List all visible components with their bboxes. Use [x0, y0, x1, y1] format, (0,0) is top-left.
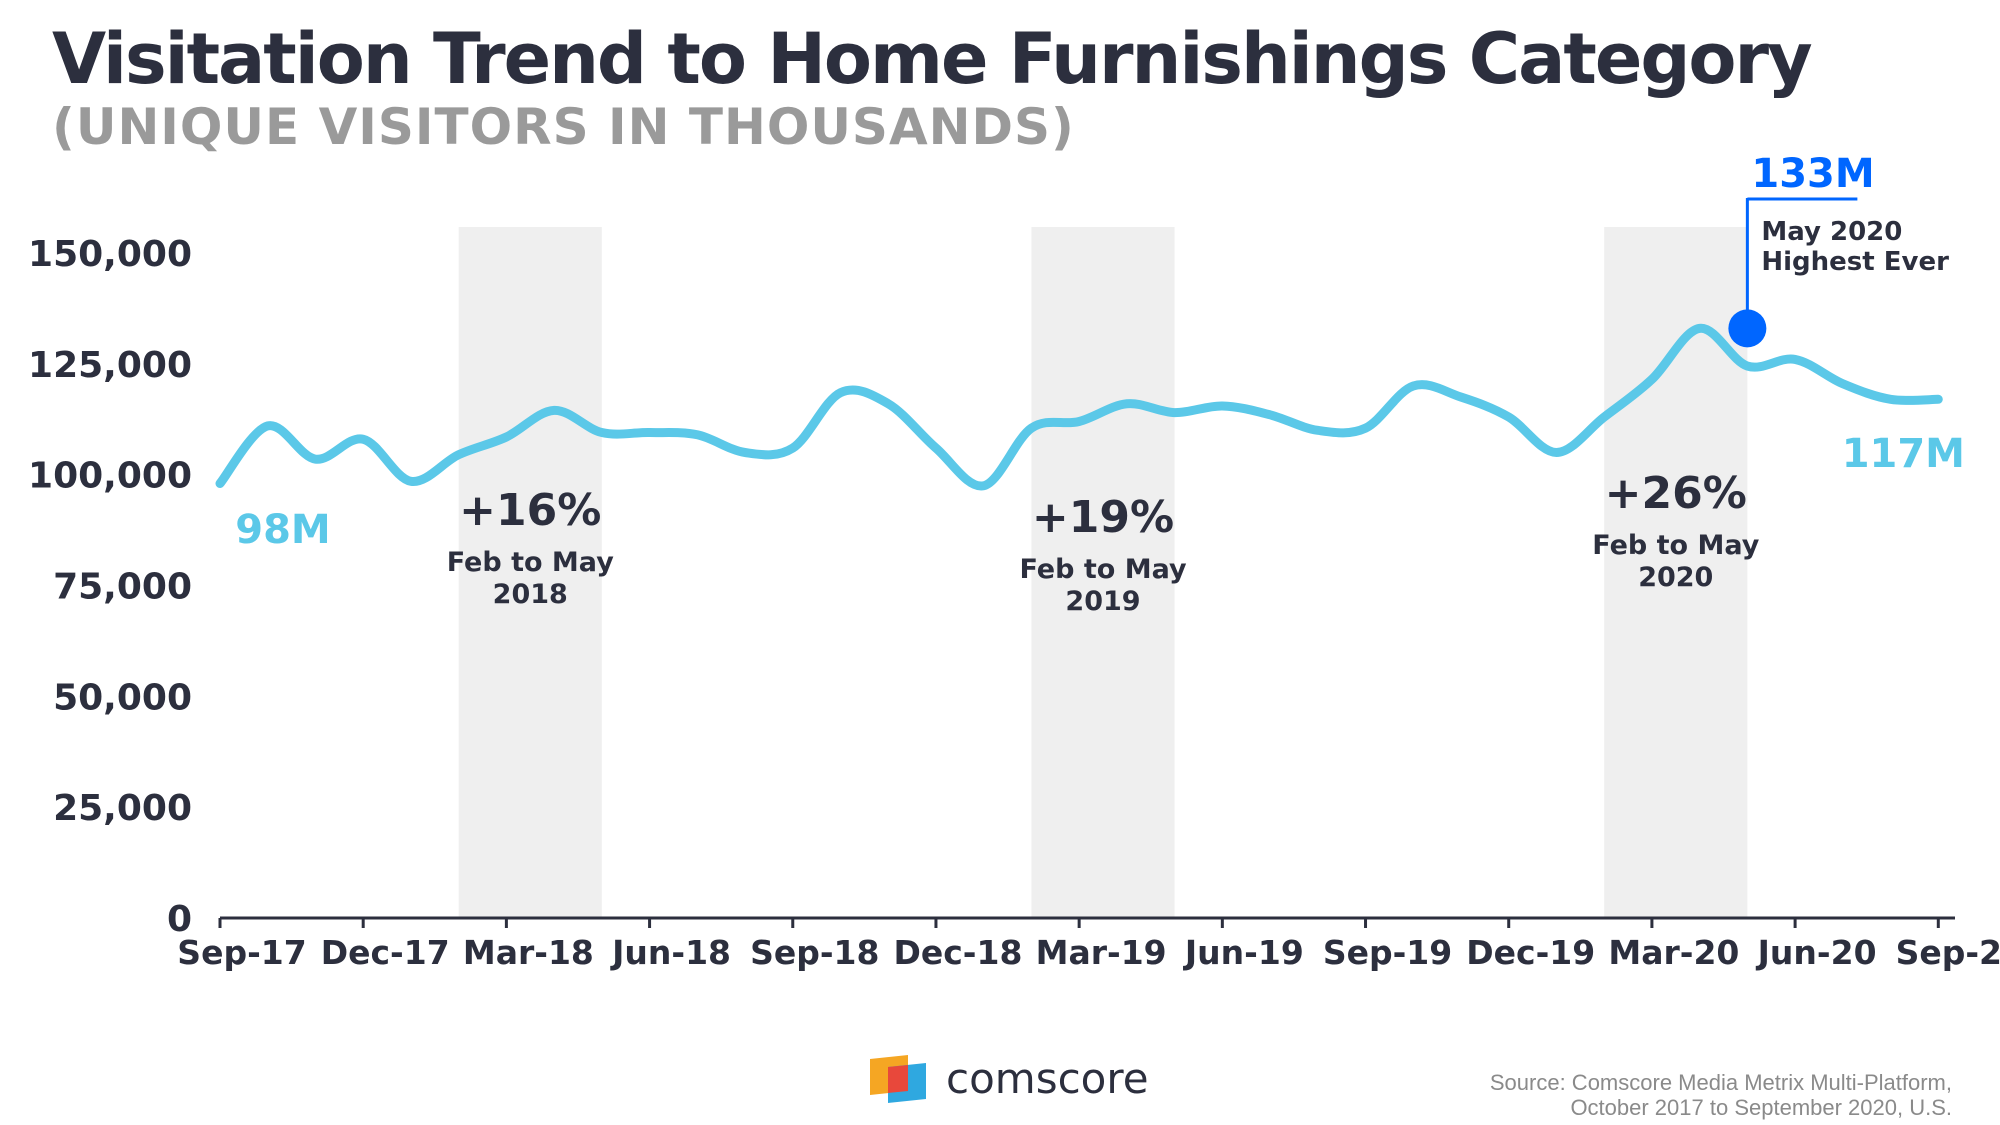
period-label-line2-0: 2018 — [493, 579, 568, 610]
source-line-1: Source: Comscore Media Metrix Multi-Plat… — [1489, 1070, 1952, 1095]
period-change-0: +16% — [459, 485, 601, 536]
x-tick-label: Sep-18 — [750, 933, 879, 972]
peak-value-label: 133M — [1751, 151, 1874, 197]
x-tick-label: Sep-20 — [1896, 933, 2000, 972]
y-axis-ticks: 150,000 125,000 100,000 75,000 50,000 25,000 0 — [28, 234, 192, 940]
chart-subtitle: (UNIQUE VISITORS IN THOUSANDS) — [52, 98, 1075, 156]
x-axis-ticks: Sep-17 Dec-17 Mar-18 Jun-18 Sep-18 Dec-18 Mar-… — [177, 918, 2000, 972]
y-tick-label: 0 — [167, 899, 192, 940]
period-label-line1-1: Feb to May — [1019, 554, 1187, 585]
y-tick-label: 150,000 — [28, 234, 192, 275]
y-tick-label: 25,000 — [53, 788, 192, 829]
peak-note-line2: Highest Ever — [1761, 247, 1949, 277]
period-change-2: +26% — [1605, 468, 1747, 519]
x-tick-label: Jun-19 — [1183, 933, 1304, 972]
shaded-period-1 — [1031, 227, 1175, 918]
period-label-line1-0: Feb to May — [447, 547, 615, 578]
shaded-period-0 — [458, 227, 602, 918]
y-tick-label: 125,000 — [28, 345, 192, 386]
peak-note-line1: May 2020 — [1761, 217, 1902, 247]
period-label-line2-2: 2020 — [1638, 562, 1713, 593]
x-tick-label: Jun-20 — [1756, 933, 1877, 972]
source-note: Source: Comscore Media Metrix Multi-Plat… — [1490, 1070, 1952, 1120]
period-change-1: +19% — [1032, 492, 1174, 543]
series-line — [215, 323, 1943, 491]
start-value-label: 98M — [235, 507, 330, 553]
line-chart: 150,000 125,000 100,000 75,000 50,000 25,000 0… — [28, 151, 2000, 972]
end-labels: 98M 117M — [235, 431, 1965, 553]
x-tick-label: Dec-18 — [893, 933, 1022, 972]
end-value-label: 117M — [1842, 431, 1965, 477]
period-label-line1-2: Feb to May — [1592, 530, 1760, 561]
x-tick-label: Jun-18 — [610, 933, 731, 972]
x-tick-label: Mar-20 — [1608, 933, 1739, 972]
x-tick-label: Sep-19 — [1323, 933, 1452, 972]
peak-point — [1728, 309, 1767, 348]
x-tick-label: Mar-18 — [463, 933, 594, 972]
source-line-2: October 2017 to September 2020, U.S. — [1570, 1095, 1952, 1120]
comscore-logo-icon — [870, 1055, 926, 1103]
x-tick-label: Dec-19 — [1466, 933, 1595, 972]
chart-title: Visitation Trend to Home Furnishings Cat… — [52, 18, 1813, 100]
x-tick-label: Dec-17 — [321, 933, 450, 972]
y-tick-label: 50,000 — [53, 677, 192, 718]
y-tick-label: 100,000 — [28, 456, 192, 497]
period-label-line2-1: 2019 — [1065, 586, 1140, 617]
comscore-logo-text: comscore — [946, 1054, 1149, 1103]
x-tick-label: Mar-19 — [1036, 933, 1167, 972]
x-tick-label: Sep-17 — [177, 933, 306, 972]
y-tick-label: 75,000 — [53, 567, 192, 608]
